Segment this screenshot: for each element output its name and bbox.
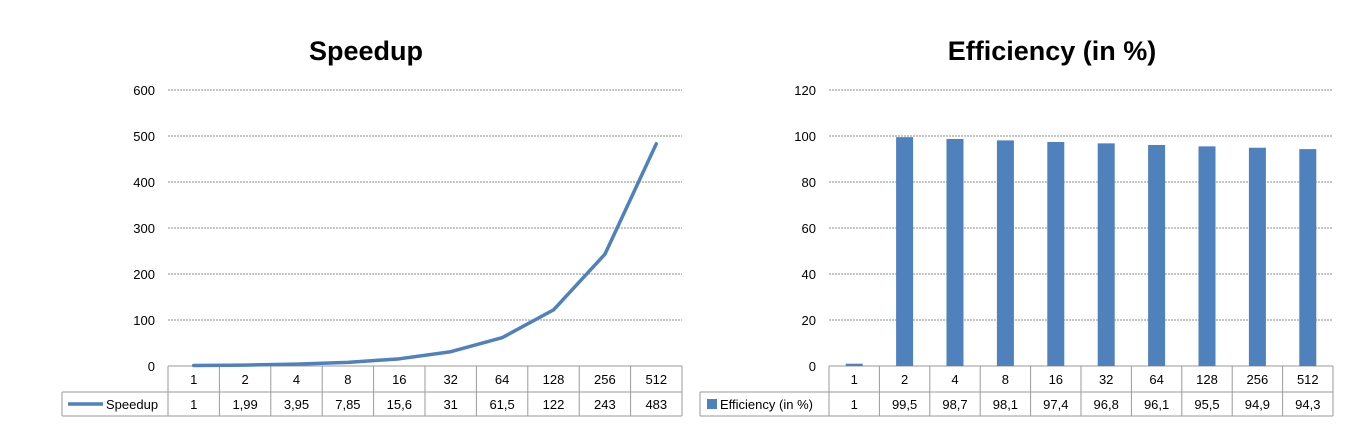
y-tick-label: 60 <box>802 221 816 236</box>
x-tick-label: 128 <box>1196 372 1218 387</box>
x-tick-label: 16 <box>392 372 406 387</box>
bar <box>1299 149 1317 366</box>
data-point <box>243 363 247 367</box>
data-label: 95,5 <box>1194 397 1219 412</box>
data-label: 98,1 <box>993 397 1018 412</box>
data-label: 483 <box>645 397 667 412</box>
data-point <box>655 142 658 146</box>
y-tick-label: 600 <box>133 83 155 98</box>
data-label: 31 <box>443 397 457 412</box>
y-tick-label: 100 <box>133 313 155 328</box>
bar <box>996 140 1014 366</box>
chart-title: Efficiency (in %) <box>948 36 1157 66</box>
y-tick-label: 0 <box>809 359 816 374</box>
data-label: 97,4 <box>1043 397 1068 412</box>
x-tick-label: 4 <box>951 372 958 387</box>
data-label: 243 <box>594 397 616 412</box>
bar <box>1097 143 1115 366</box>
legend-label: Speedup <box>106 397 158 412</box>
x-tick-label: 256 <box>1247 372 1269 387</box>
x-tick-label: 32 <box>443 372 457 387</box>
y-tick-label: 120 <box>794 83 816 98</box>
bar <box>896 137 914 366</box>
x-tick-label: 1 <box>190 372 197 387</box>
bar <box>845 363 863 366</box>
y-tick-label: 0 <box>148 359 155 374</box>
x-tick-label: 256 <box>594 372 616 387</box>
y-tick-label: 300 <box>133 221 155 236</box>
data-point <box>603 253 607 256</box>
legend-label: Efficiency (in %) <box>720 397 813 412</box>
x-tick-label: 32 <box>1099 372 1113 387</box>
bar <box>946 138 964 366</box>
data-table: 1 2 4 8 16 32 64 128 256 512 Efficiency (in %) 1 99,… <box>699 365 1334 417</box>
x-tick-label: 64 <box>495 372 509 387</box>
x-tick-label: 128 <box>543 372 565 387</box>
x-tick-label: 1 <box>851 372 858 387</box>
data-point <box>552 308 555 312</box>
chart-title: Speedup <box>309 36 423 66</box>
data-label: 94,9 <box>1245 397 1270 412</box>
data-point <box>500 336 504 339</box>
x-tick-label: 2 <box>901 372 908 387</box>
data-label: 96,8 <box>1094 397 1119 412</box>
bar <box>1148 144 1166 366</box>
data-label: 1 <box>190 397 197 412</box>
data-label: 96,1 <box>1144 397 1169 412</box>
data-point <box>295 362 298 366</box>
speedup-chart: Speedup 0 100 200 300 400 500 600 1 2 4 8 16 32 64 128 2… <box>61 36 683 417</box>
x-tick-label: 8 <box>344 372 351 387</box>
y-tick-label: 40 <box>802 267 816 282</box>
data-point <box>398 357 401 361</box>
data-label: 94,3 <box>1295 397 1320 412</box>
x-tick-label: 4 <box>293 372 300 387</box>
bar <box>1198 146 1216 366</box>
data-point <box>449 350 452 353</box>
bar <box>1248 147 1266 366</box>
y-tick-label: 500 <box>133 129 155 144</box>
y-tick-label: 200 <box>133 267 155 282</box>
y-tick-label: 100 <box>794 129 816 144</box>
data-label: 61,5 <box>489 397 514 412</box>
y-tick-label: 400 <box>133 175 155 190</box>
data-point <box>192 364 195 367</box>
x-tick-label: 8 <box>1002 372 1009 387</box>
series-line <box>191 142 659 368</box>
efficiency-chart: Efficiency (in %) 0 20 40 60 80 100 120 1 2 4 8 16 32… <box>699 36 1334 417</box>
y-tick-label: 20 <box>802 313 816 328</box>
y-tick-label: 80 <box>802 175 816 190</box>
data-label: 99,5 <box>892 397 917 412</box>
data-label: 15,6 <box>387 397 412 412</box>
bar <box>1047 141 1065 366</box>
data-label: 98,7 <box>942 397 967 412</box>
x-tick-label: 64 <box>1149 372 1163 387</box>
data-label: 1,99 <box>232 397 257 412</box>
x-tick-label: 512 <box>645 372 667 387</box>
data-label: 1 <box>851 397 858 412</box>
x-tick-label: 16 <box>1049 372 1063 387</box>
legend-key-swatch <box>707 399 717 409</box>
data-table: 1 2 4 8 16 32 64 128 256 512 Speedup 1 1,99 3,95 7,85 1… <box>61 365 683 417</box>
data-point <box>346 361 350 364</box>
data-label: 7,85 <box>335 397 360 412</box>
data-label: 122 <box>543 397 565 412</box>
x-tick-label: 2 <box>241 372 248 387</box>
x-tick-label: 512 <box>1297 372 1319 387</box>
data-label: 3,95 <box>284 397 309 412</box>
